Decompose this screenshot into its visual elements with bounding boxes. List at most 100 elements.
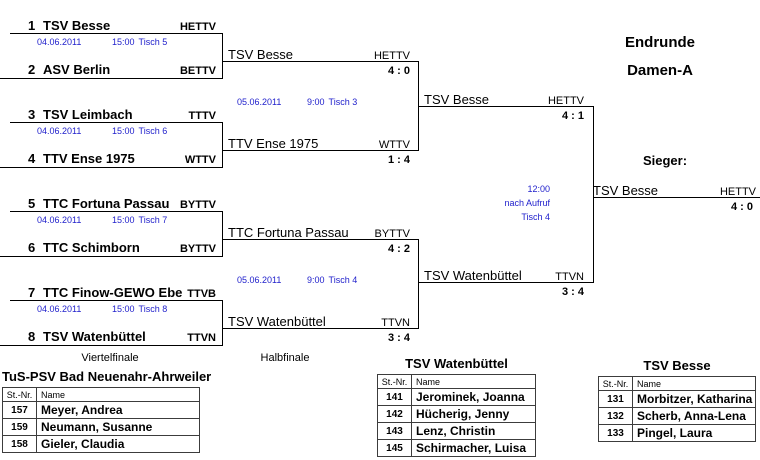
player-row: 132 Scherb, Anna-Lena (599, 408, 755, 425)
player-row: 145 Schirmacher, Luisa (378, 440, 535, 457)
roster-header-row: St.-Nr. Name (378, 375, 535, 389)
qf2-time-table: 15:00 Tisch 6 (112, 126, 171, 136)
round-label-viertelfinale: Viertelfinale (81, 352, 139, 364)
final-top-team-row: TSV Besse HETTV (424, 92, 584, 107)
sf2-bottom-federation: TTVN (381, 317, 410, 329)
event-title: Endrunde (625, 34, 695, 51)
sf1-time: 9:00 (307, 97, 325, 107)
roster-table: St.-Nr. Name 141 Jerominek, Joanna 142 H… (377, 374, 536, 457)
player-number: 145 (378, 440, 412, 456)
qf1-top-seed: 1 (28, 18, 36, 33)
qf3-top-seed: 5 (28, 196, 36, 211)
sf1-table: Tisch 3 (328, 97, 358, 107)
bracket-line-v (222, 300, 223, 346)
qf4-bottom-seed: 8 (28, 329, 36, 344)
qf3-time-table: 15:00 Tisch 7 (112, 215, 171, 225)
qf3-bottom-federation: BYTTV (179, 243, 216, 255)
qf2-bottom-team-name: TTV Ense 1975 (43, 151, 135, 166)
qf4-date: 04.06.2011 (37, 304, 82, 314)
qf4-bottom-federation: TTVN (187, 332, 216, 344)
bracket-line-h (222, 239, 418, 240)
bracket-line-v (222, 122, 223, 168)
qf2-bottom-federation: WTTV (184, 154, 216, 166)
roster-table: St.-Nr. Name 131 Morbitzer, Katharina 13… (598, 376, 756, 442)
qf3-top-federation: BYTTV (179, 199, 216, 211)
qf1-schedule: 04.06.2011 15:00 Tisch 5 (37, 37, 197, 47)
qf4-top-team-row: 7 TTC Finow-GEWO Ebersw TTVB (28, 285, 216, 300)
bracket-line-h (222, 61, 418, 62)
qf4-top-team-name: TTC Finow-GEWO Ebersw (43, 285, 183, 300)
bracket-line-h (0, 345, 222, 346)
player-name: Gieler, Claudia (41, 437, 125, 451)
final-call: nach Aufruf (504, 198, 550, 208)
qf4-top-seed: 7 (28, 285, 36, 300)
qf2-time: 15:00 (112, 126, 135, 136)
sf1-top-team-name: TSV Besse (228, 47, 294, 62)
player-name: Meyer, Andrea (41, 403, 123, 417)
qf2-bottom-team-row: 4 TTV Ense 1975 WTTV (28, 151, 216, 166)
qf3-bottom-team-row: 6 TTC Schimborn BYTTV (28, 240, 216, 255)
roster-tsv-besse: TSV Besse St.-Nr. Name 131 Morbitzer, Ka… (598, 358, 756, 442)
qf3-top-team-name: TTC Fortuna Passau (43, 196, 170, 211)
qf2-table: Tisch 6 (138, 126, 168, 136)
qf1-bottom-team-name: ASV Berlin (43, 62, 111, 77)
player-number: 141 (378, 389, 412, 405)
qf4-time-table: 15:00 Tisch 8 (112, 304, 171, 314)
player-row: 158 Gieler, Claudia (3, 436, 199, 453)
bracket-line-h (10, 300, 222, 301)
sf2-table: Tisch 4 (328, 275, 358, 285)
bracket-line-h (418, 106, 594, 107)
final-top-score: 4 : 1 (561, 110, 584, 122)
player-row: 143 Lenz, Christin (378, 423, 535, 440)
winner-federation: HETTV (719, 186, 756, 198)
final-top-federation: HETTV (547, 95, 584, 107)
player-name: Jerominek, Joanna (416, 390, 525, 404)
final-time: 12:00 (527, 184, 550, 194)
qf4-schedule: 04.06.2011 15:00 Tisch 8 (37, 304, 197, 314)
event-class: Damen-A (627, 62, 693, 79)
roster-header-row: St.-Nr. Name (3, 388, 199, 402)
col-stnr-header: St.-Nr. (3, 388, 37, 401)
winner-team-row: TSV Besse HETTV (593, 183, 756, 198)
roster-tsv-watenbuettel: TSV Watenbüttel St.-Nr. Name 141 Jeromin… (377, 356, 536, 457)
roster-header-row: St.-Nr. Name (599, 377, 755, 391)
sf1-bottom-score: 1 : 4 (387, 154, 410, 166)
bracket-line-h (10, 33, 222, 34)
qf2-top-team-name: TSV Leimbach (43, 107, 133, 122)
qf3-bottom-seed: 6 (28, 240, 36, 255)
player-number: 132 (599, 408, 633, 424)
final-schedule: 12:00 nach Aufruf Tisch 4 (450, 182, 550, 224)
sf2-top-federation: BYTTV (374, 228, 410, 240)
sf1-schedule: 05.06.2011 9:00 Tisch 3 (237, 97, 407, 107)
sf2-top-team-name: TTC Fortuna Passau (228, 225, 349, 240)
player-row: 142 Hücherig, Jenny (378, 406, 535, 423)
col-name-header: Name (637, 378, 662, 389)
qf2-schedule: 04.06.2011 15:00 Tisch 6 (37, 126, 197, 136)
player-number: 159 (3, 419, 37, 435)
player-row: 141 Jerominek, Joanna (378, 389, 535, 406)
bracket-line-h (0, 167, 222, 168)
player-name: Neumann, Susanne (41, 420, 153, 434)
player-row: 133 Pingel, Laura (599, 425, 755, 442)
qf1-bottom-team-row: 2 ASV Berlin BETTV (28, 62, 216, 77)
qf2-top-team-row: 3 TSV Leimbach TTTV (28, 107, 216, 122)
qf1-bottom-federation: BETTV (179, 65, 216, 77)
qf1-top-team-row: 1 TSV Besse HETTV (28, 18, 216, 33)
sf1-bottom-federation: WTTV (378, 139, 410, 151)
roster-team-title: TSV Watenbüttel (405, 356, 508, 371)
qf3-schedule: 04.06.2011 15:00 Tisch 7 (37, 215, 197, 225)
bracket-line-h (0, 256, 222, 257)
player-name: Morbitzer, Katharina (637, 392, 753, 406)
final-bottom-federation: TTVN (555, 271, 584, 283)
player-name: Scherb, Anna-Lena (637, 409, 746, 423)
col-name-header: Name (41, 389, 66, 400)
qf1-top-federation: HETTV (179, 21, 216, 33)
qf2-top-federation: TTTV (188, 110, 217, 122)
roster-team-title: TSV Besse (643, 358, 711, 373)
bracket-line-h (0, 78, 222, 79)
winner-score: 4 : 0 (730, 201, 753, 213)
player-name: Pingel, Laura (637, 426, 713, 440)
sf2-bottom-team-name: TSV Watenbüttel (228, 314, 326, 329)
final-bottom-team-row: TSV Watenbüttel TTVN (424, 268, 584, 283)
bracket-line-h (222, 328, 418, 329)
